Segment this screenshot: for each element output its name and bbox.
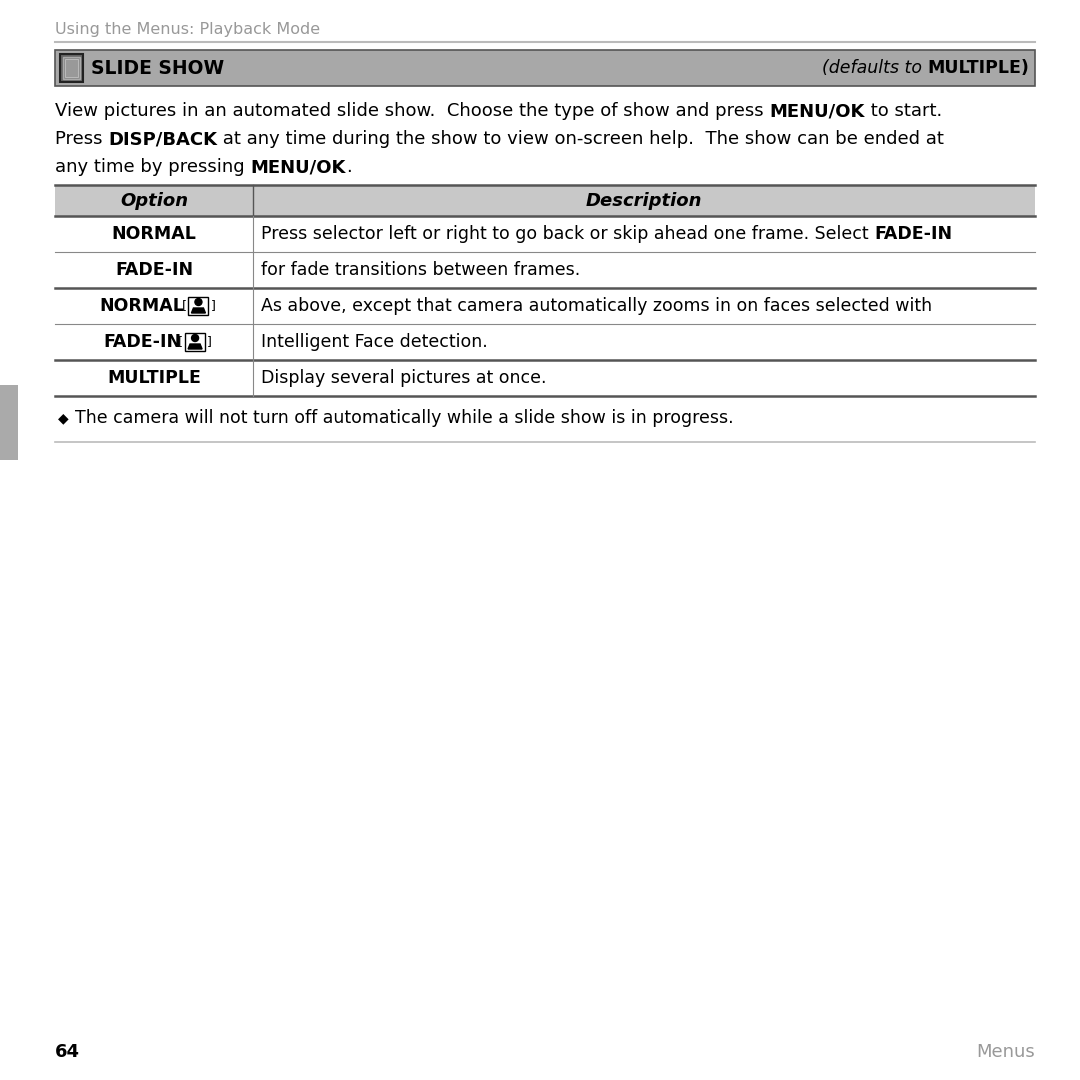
Text: SLIDE SHOW: SLIDE SHOW	[91, 58, 225, 78]
Text: NORMAL: NORMAL	[99, 297, 185, 315]
Bar	[188, 297, 208, 315]
Text: Using the Menus: Playback Mode: Using the Menus: Playback Mode	[55, 22, 320, 37]
Text: Menus: Menus	[976, 1043, 1035, 1061]
Bar	[185, 333, 205, 351]
Text: As above, except that camera automatically zooms in on faces selected with: As above, except that camera automatical…	[261, 297, 932, 315]
Polygon shape	[191, 308, 205, 313]
Text: 64: 64	[55, 1043, 80, 1061]
Text: Description: Description	[585, 191, 702, 210]
Text: DISP/BACK: DISP/BACK	[108, 130, 217, 148]
Text: MULTIPLE: MULTIPLE	[107, 369, 201, 387]
Text: Intelligent Face detection.: Intelligent Face detection.	[261, 333, 488, 351]
Text: ]: ]	[207, 336, 212, 349]
Bar	[0, 384, 18, 460]
Bar	[65, 59, 78, 77]
Text: to start.: to start.	[865, 102, 942, 120]
Text: MENU/OK: MENU/OK	[251, 158, 346, 176]
Polygon shape	[188, 345, 202, 349]
Text: FADE-IN: FADE-IN	[103, 333, 181, 351]
Bar	[60, 54, 83, 82]
Text: ): )	[1021, 59, 1029, 77]
Bar	[55, 185, 1035, 216]
Text: Display several pictures at once.: Display several pictures at once.	[261, 369, 546, 387]
Text: (defaults to: (defaults to	[822, 59, 928, 77]
Circle shape	[191, 335, 199, 341]
Text: ◆: ◆	[58, 411, 69, 426]
Text: at any time during the show to view on-screen help.  The show can be ended at: at any time during the show to view on-s…	[217, 130, 944, 148]
Text: any time by pressing: any time by pressing	[55, 158, 251, 176]
Text: [: [	[181, 299, 187, 312]
Text: Option: Option	[120, 191, 188, 210]
Text: [: [	[178, 336, 184, 349]
Text: FADE-IN: FADE-IN	[874, 225, 953, 243]
Text: The camera will not turn off automatically while a slide show is in progress.: The camera will not turn off automatical…	[75, 409, 733, 427]
Text: FADE-IN: FADE-IN	[114, 261, 193, 279]
Bar	[63, 57, 80, 79]
Text: Press selector left or right to go back or skip ahead one frame. Select: Press selector left or right to go back …	[261, 225, 874, 243]
Circle shape	[194, 298, 202, 306]
Bar	[55, 50, 1035, 86]
Text: ]: ]	[211, 299, 215, 312]
Text: .: .	[346, 158, 351, 176]
Text: MULTIPLE: MULTIPLE	[928, 59, 1021, 77]
Text: MENU/OK: MENU/OK	[769, 102, 865, 120]
Text: NORMAL: NORMAL	[111, 225, 197, 243]
Text: for fade transitions between frames.: for fade transitions between frames.	[261, 261, 580, 279]
Text: View pictures in an automated slide show.  Choose the type of show and press: View pictures in an automated slide show…	[55, 102, 769, 120]
Text: Press: Press	[55, 130, 108, 148]
